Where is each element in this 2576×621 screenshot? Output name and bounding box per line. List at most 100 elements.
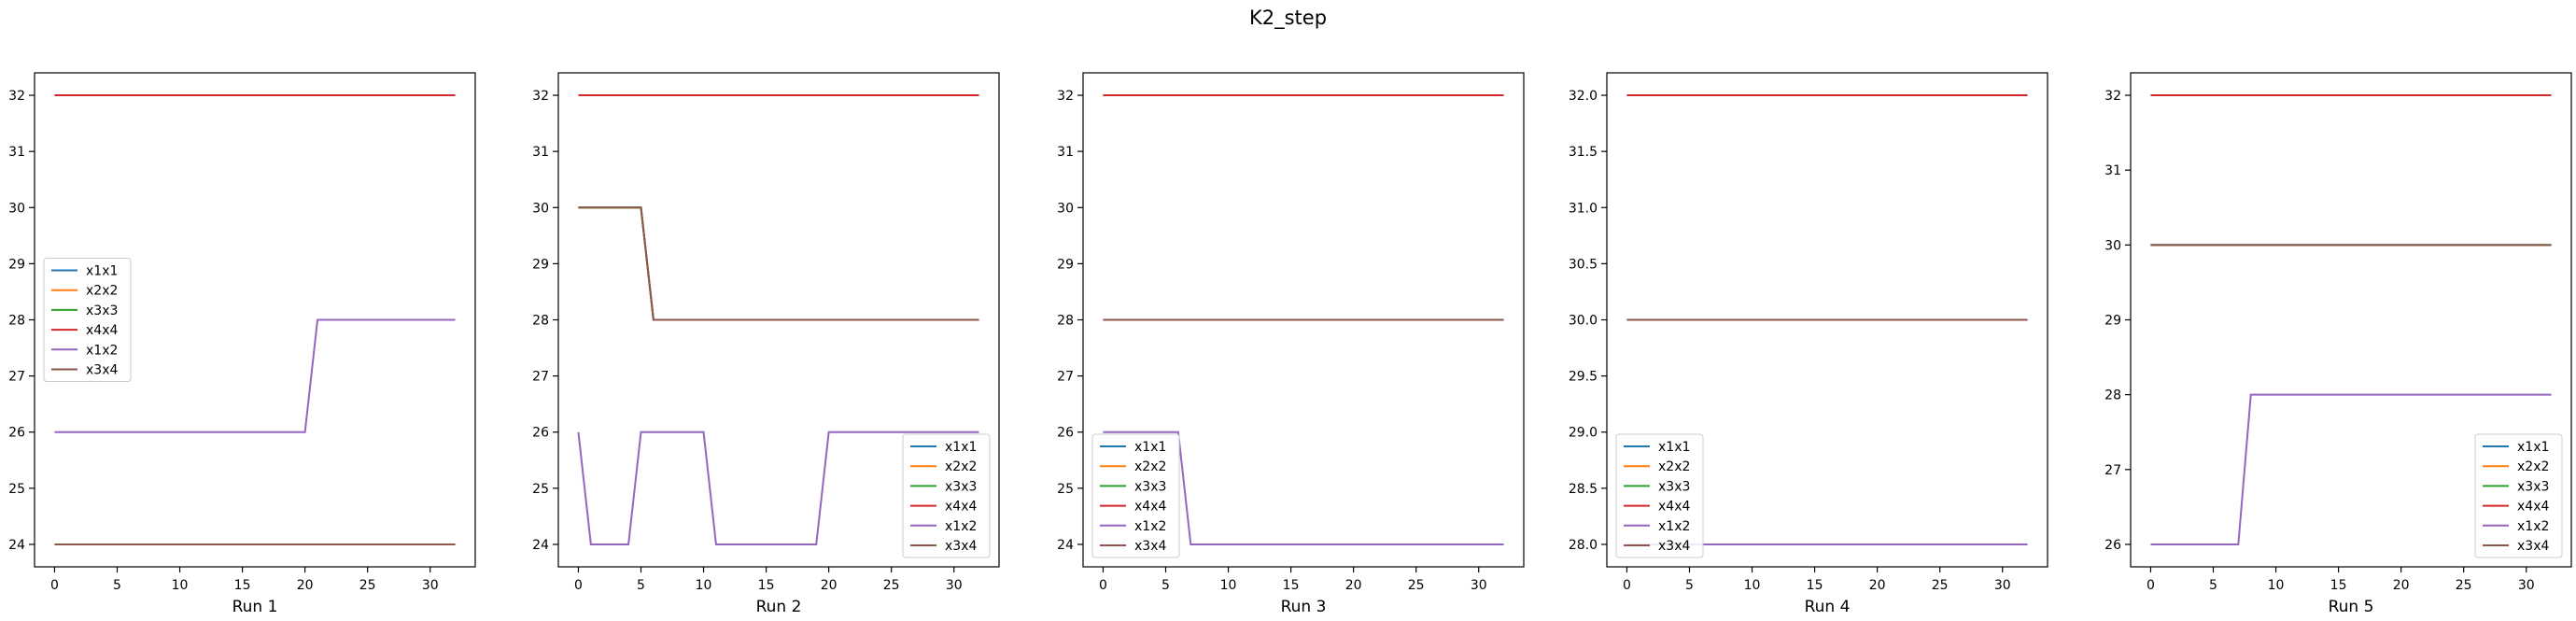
- y-tick-label: 31: [8, 145, 25, 160]
- legend-label: x3x4: [945, 539, 977, 554]
- x-tick-label: 25: [1932, 578, 1949, 593]
- x-tick-label: 20: [821, 578, 838, 593]
- x-tick-label: 25: [1408, 578, 1425, 593]
- series-line-x2x2: [578, 206, 979, 321]
- x-axis-label: Run 3: [1281, 598, 1327, 616]
- legend: x1x1 x2x2 x3x3 x4x4 x1x2 x3x4: [2474, 433, 2563, 558]
- y-tick-label: 31: [2104, 163, 2121, 178]
- legend-label: x3x4: [1658, 539, 1690, 554]
- legend-label: x3x4: [86, 363, 118, 378]
- x-tick-label: 10: [696, 578, 712, 593]
- y-tick-label: 32: [2104, 89, 2121, 104]
- y-tick-label: 26: [532, 426, 549, 441]
- x-tick-label: 30: [2518, 578, 2535, 593]
- legend-label: x3x3: [945, 479, 977, 494]
- y-tick-label: 30: [8, 201, 25, 216]
- x-tick-label: 20: [1869, 578, 1886, 593]
- y-tick-label: 26: [1057, 426, 1074, 441]
- legend-label: x2x2: [1134, 459, 1166, 474]
- legend-label: x1x1: [945, 440, 977, 455]
- y-tick-label: 26: [2104, 538, 2121, 553]
- x-tick-label: 30: [1471, 578, 1487, 593]
- x-tick-label: 10: [1744, 578, 1761, 593]
- x-tick-label: 5: [637, 578, 645, 593]
- x-tick-label: 5: [2209, 578, 2217, 593]
- legend-label: x3x3: [1658, 479, 1690, 494]
- x-tick-label: 20: [1345, 578, 1362, 593]
- legend-label: x1x1: [86, 264, 118, 279]
- legend: x1x1 x2x2 x3x3 x4x4 x1x2 x3x4: [1615, 433, 1704, 558]
- legend-label: x1x2: [1134, 519, 1166, 534]
- x-tick-label: 25: [2456, 578, 2472, 593]
- x-tick-label: 25: [883, 578, 900, 593]
- legend: x1x1 x2x2 x3x3 x4x4 x1x2 x3x4: [902, 433, 991, 558]
- y-tick-label: 30.0: [1569, 314, 1598, 329]
- y-tick-label: 28: [1057, 314, 1074, 329]
- y-tick-label: 27: [2104, 463, 2121, 478]
- x-tick-label: 10: [1220, 578, 1237, 593]
- y-tick-label: 29.5: [1569, 370, 1598, 385]
- legend-label: x4x4: [2517, 500, 2549, 515]
- legend-box: [2474, 433, 2563, 558]
- y-tick-label: 30: [2104, 238, 2121, 253]
- x-tick-label: 20: [297, 578, 314, 593]
- series-line-x3x3: [578, 206, 979, 321]
- legend-label: x4x4: [86, 323, 118, 338]
- legend-box: [1091, 433, 1180, 558]
- y-tick-label: 27: [1057, 370, 1074, 385]
- x-tick-label: 15: [234, 578, 251, 593]
- series-line-x1x2: [1103, 430, 1504, 545]
- x-axis-label: Run 2: [756, 598, 802, 616]
- y-tick-label: 31.0: [1569, 201, 1598, 216]
- y-tick-label: 31: [1057, 145, 1074, 160]
- legend-box: [1615, 433, 1704, 558]
- legend-label: x1x2: [945, 519, 977, 534]
- x-tick-label: 0: [50, 578, 59, 593]
- x-tick-label: 20: [2393, 578, 2410, 593]
- x-axis-label: Run 4: [1805, 598, 1851, 616]
- legend-label: x2x2: [1658, 459, 1690, 474]
- legend-label: x1x1: [1134, 440, 1166, 455]
- y-tick-label: 31.5: [1569, 145, 1598, 160]
- y-tick-label: 25: [532, 482, 549, 497]
- y-tick-label: 26: [8, 426, 25, 441]
- y-tick-label: 29: [1057, 257, 1074, 272]
- series-line-x1x1: [578, 206, 979, 321]
- legend-box: [43, 258, 132, 382]
- y-tick-label: 30: [1057, 201, 1074, 216]
- legend-label: x1x2: [86, 343, 118, 358]
- y-tick-label: 28.0: [1569, 538, 1598, 553]
- y-tick-label: 25: [8, 482, 25, 497]
- y-tick-label: 29: [532, 257, 549, 272]
- y-tick-label: 30.5: [1569, 257, 1598, 272]
- y-tick-label: 29: [2104, 314, 2121, 329]
- series-line-x3x4: [578, 206, 979, 321]
- x-tick-label: 0: [1099, 578, 1107, 593]
- series-line-x1x2: [577, 430, 979, 545]
- x-tick-label: 5: [113, 578, 121, 593]
- y-tick-label: 24: [8, 538, 25, 553]
- x-tick-label: 10: [2268, 578, 2285, 593]
- legend: x1x1 x2x2 x3x3 x4x4 x1x2 x3x4: [43, 258, 132, 382]
- x-tick-label: 5: [1685, 578, 1694, 593]
- y-tick-label: 25: [1057, 482, 1074, 497]
- x-tick-label: 15: [1807, 578, 1823, 593]
- legend-label: x1x1: [2517, 440, 2549, 455]
- x-tick-label: 0: [2147, 578, 2155, 593]
- legend-label: x3x4: [1134, 539, 1166, 554]
- x-tick-label: 0: [574, 578, 583, 593]
- y-tick-label: 32: [532, 89, 549, 104]
- y-tick-label: 24: [1057, 538, 1074, 553]
- y-tick-label: 30: [532, 201, 549, 216]
- legend-label: x3x4: [2517, 539, 2549, 554]
- legend-label: x1x2: [2517, 519, 2549, 534]
- subplot-4: 0 5 10 15 20 25 30 28.0 28.5 29.0 29.5 30.0 30.5 31.0…: [1569, 72, 2048, 616]
- y-tick-label: 28: [2104, 388, 2121, 403]
- x-tick-label: 0: [1623, 578, 1631, 593]
- x-tick-label: 10: [172, 578, 189, 593]
- x-tick-label: 15: [2330, 578, 2347, 593]
